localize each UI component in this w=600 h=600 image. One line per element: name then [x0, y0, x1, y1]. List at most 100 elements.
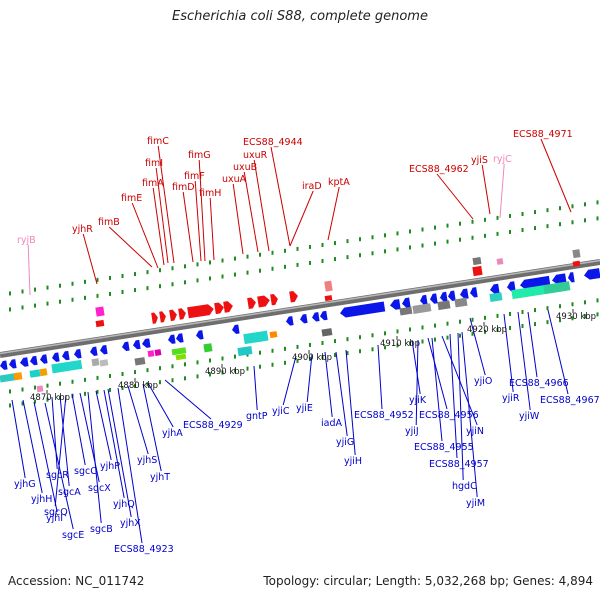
gene-block [51, 359, 83, 374]
reverse-gene-arrow-shape [168, 334, 176, 344]
reverse-gene-arrow-shape [20, 357, 29, 367]
leader-line [503, 313, 514, 393]
gene-marker-shape [572, 249, 581, 259]
reverse-gene-arrow-shape [460, 288, 469, 300]
gene-label-ECS88_4955: ECS88_4955 [414, 442, 474, 453]
gene-block-shape [489, 292, 503, 303]
reverse-gene-arrow [340, 301, 386, 318]
reverse-gene-arrow-shape [312, 312, 320, 322]
reverse-gene-arrow-shape [300, 313, 308, 324]
forward-gene-arrow-shape [169, 309, 177, 322]
forward-gene-arrow [247, 297, 256, 309]
reverse-gene-arrow [176, 333, 184, 343]
gene-marker-shape [95, 306, 105, 317]
reverse-gene-arrow [133, 339, 141, 350]
leader-line [155, 167, 169, 264]
gene-label-fimG: fimG [188, 150, 211, 161]
gene-block [243, 330, 269, 345]
reverse-gene-arrow-shape [100, 344, 108, 355]
reverse-gene-arrow-shape [0, 360, 8, 370]
reverse-gene-arrow-shape [448, 290, 456, 301]
gene-label-hgdC: hgdC [452, 481, 477, 492]
reverse-gene-arrow [90, 346, 98, 356]
forward-gene-arrow [151, 312, 158, 324]
gene-block [91, 358, 100, 367]
gene-block [203, 343, 213, 353]
gene-marker [472, 257, 482, 266]
gene-block-shape [154, 349, 162, 356]
backbone-highlight [0, 259, 600, 355]
gene-label-yjiJ: yjiJ [405, 426, 419, 437]
gene-block [147, 350, 155, 358]
gene-block-shape [147, 350, 155, 358]
leader-line [82, 233, 98, 285]
leader-line [243, 171, 259, 253]
leader-line [232, 183, 244, 255]
reverse-gene-arrow [420, 294, 428, 306]
reverse-gene-arrow [300, 313, 308, 324]
forward-gene-arrow [159, 311, 166, 323]
gene-label-yjiW: yjiW [519, 411, 540, 422]
gene-marker [324, 295, 333, 302]
leader-line [117, 387, 143, 544]
reverse-gene-arrow-shape [176, 333, 184, 343]
gene-label-yjiK: yjiK [409, 395, 427, 406]
gene-label-ECS88_4956: ECS88_4956 [419, 410, 479, 421]
reverse-gene-arrow-shape [320, 310, 328, 321]
leader-line [131, 202, 159, 269]
scale-label: 4900 kbp [292, 353, 332, 363]
leader-line [127, 385, 149, 455]
gene-block [437, 300, 451, 311]
leader-line [469, 317, 486, 376]
reverse-gene-arrow [20, 357, 29, 367]
forward-gene-arrow-shape [289, 291, 298, 303]
gene-label-iraD: iraD [302, 181, 322, 192]
leader-line [87, 391, 102, 524]
gene-label-fimC: fimC [147, 136, 169, 147]
reverse-gene-arrow [440, 291, 448, 303]
gene-marker [36, 385, 44, 393]
forward-gene-arrow-shape [159, 311, 166, 323]
gene-label-yjiM: yjiM [466, 498, 485, 509]
reverse-gene-arrow-shape [420, 294, 428, 306]
forward-gene-arrow [289, 291, 298, 303]
gene-label-uxuA: uxuA [222, 174, 247, 185]
gene-block [237, 346, 253, 357]
gene-marker [324, 280, 333, 292]
leader-line [431, 337, 443, 442]
gene-marker-shape [324, 295, 333, 302]
gene-label-sgcC: sgcC [74, 466, 97, 477]
gene-block-shape [134, 357, 146, 366]
gene-label-ECS88_4966: ECS88_4966 [509, 378, 569, 389]
leader-line [54, 394, 67, 507]
gene-label-yjiG: yjiG [336, 437, 354, 448]
reverse-gene-arrow [460, 288, 469, 300]
gene-block [543, 281, 571, 295]
gene-marker [496, 258, 504, 265]
gene-block-shape [175, 353, 187, 361]
accession-text: Accession: NC_011742 [8, 574, 145, 588]
gene-block-shape [454, 297, 468, 308]
gene-label-ECS88_4967: ECS88_4967 [540, 395, 600, 406]
genome-summary-text: Topology: circular; Length: 5,032,268 bp… [263, 574, 593, 588]
reverse-gene-arrow [430, 293, 438, 304]
scale-label: 4920 kbp [467, 325, 507, 335]
reverse-gene-arrow-shape [122, 341, 130, 352]
reverse-gene-arrow-shape [286, 316, 294, 326]
gene-block-shape [0, 372, 19, 383]
gene-block [134, 357, 146, 366]
reverse-gene-arrow-shape [133, 339, 141, 350]
leader-line [22, 399, 43, 494]
leader-line [103, 389, 125, 499]
reverse-gene-arrow [584, 268, 600, 280]
leader-line [27, 244, 31, 296]
leader-line [33, 401, 58, 513]
tick-layer [9, 200, 599, 408]
gene-marker-shape [572, 260, 581, 267]
leader-line [253, 365, 258, 411]
scale-label: 4890 kbp [205, 367, 245, 377]
gene-label-fimF: fimF [184, 171, 205, 182]
gene-block-shape [91, 358, 100, 367]
reverse-gene-arrow-shape [507, 281, 516, 292]
leader-line [182, 191, 194, 263]
